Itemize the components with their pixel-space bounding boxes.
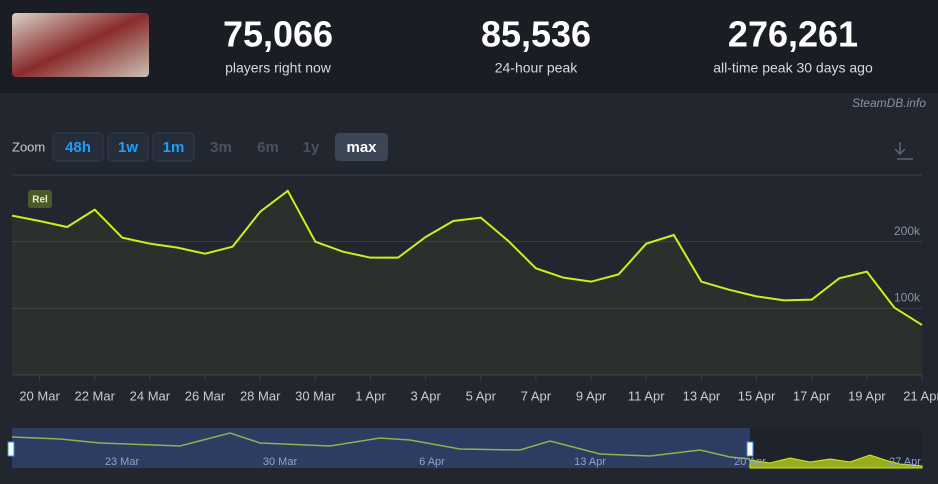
navigator-label: 20 Apr: [734, 456, 766, 468]
x-tick-label: 22 Mar: [74, 388, 115, 403]
navigator-label: 30 Mar: [263, 456, 298, 468]
x-tick-label: 15 Apr: [738, 388, 776, 403]
download-icon[interactable]: [894, 142, 913, 160]
navigator-handle[interactable]: [746, 441, 754, 457]
zoom-button-label: 1m: [163, 139, 185, 156]
stat-label: all-time peak 30 days ago: [713, 60, 873, 76]
y-tick-label: 100k: [894, 291, 921, 305]
badge[interactable]: [28, 190, 52, 208]
x-tick-label: 5 Apr: [466, 388, 497, 403]
x-tick-label: 9 Apr: [576, 388, 607, 403]
zoom-button[interactable]: [152, 132, 195, 162]
x-tick-label: 17 Apr: [793, 388, 831, 403]
zoom-button[interactable]: [335, 133, 388, 161]
navigator-line-selected: [749, 454, 923, 469]
area: [12, 190, 922, 375]
x-tick-label: 26 Mar: [185, 388, 226, 403]
x-tick-label: 20 Mar: [19, 388, 60, 403]
stat-label: players right now: [225, 60, 332, 76]
navigator-range: [12, 428, 750, 468]
zoom-button-label: 3m: [210, 139, 232, 156]
zoom-button-label: max: [346, 139, 377, 156]
x-tick-label: 7 Apr: [521, 388, 552, 403]
x-tick-label: 11 Apr: [628, 388, 665, 403]
zoom-button[interactable]: [52, 132, 104, 162]
zoom-label: Zoom: [12, 139, 45, 154]
navigator-handle[interactable]: [7, 441, 15, 457]
zoom-button-label: 48h: [65, 139, 91, 156]
navigator-label: 6 Apr: [419, 456, 445, 468]
navigator-label: 27 Apr: [889, 456, 921, 468]
stat-label: 24-hour peak: [495, 60, 579, 76]
x-tick-label: 28 Mar: [240, 388, 281, 403]
game-thumbnail[interactable]: [12, 13, 149, 77]
zoom-button-label: 6m: [257, 139, 279, 156]
stat-value: 75,066: [223, 14, 333, 55]
x-tick-label: 1 Apr: [355, 388, 386, 403]
source: SteamDB.info: [852, 96, 926, 110]
zoom-button-label: 1y: [303, 139, 320, 156]
x-tick-label: 21 Apr: [903, 388, 938, 403]
line: [11, 189, 923, 326]
x-tick-label: 24 Mar: [130, 388, 171, 403]
x-tick-label: 13 Apr: [683, 388, 721, 403]
x-tick-label: 30 Mar: [295, 388, 336, 403]
navigator-line: [11, 432, 751, 460]
header: [0, 0, 938, 93]
y-tick-label: 200k: [894, 224, 921, 238]
badge-label: Rel: [32, 195, 48, 206]
navigator-label: 23 Mar: [105, 456, 140, 468]
zoom-button[interactable]: [107, 132, 149, 162]
navigator-label: 13 Apr: [574, 456, 606, 468]
zoom-button-label: 1w: [118, 139, 138, 156]
stat-value: 85,536: [481, 14, 591, 55]
stat-value: 276,261: [728, 14, 858, 55]
x-tick-label: 3 Apr: [410, 388, 441, 403]
x-tick-label: 19 Apr: [848, 388, 886, 403]
